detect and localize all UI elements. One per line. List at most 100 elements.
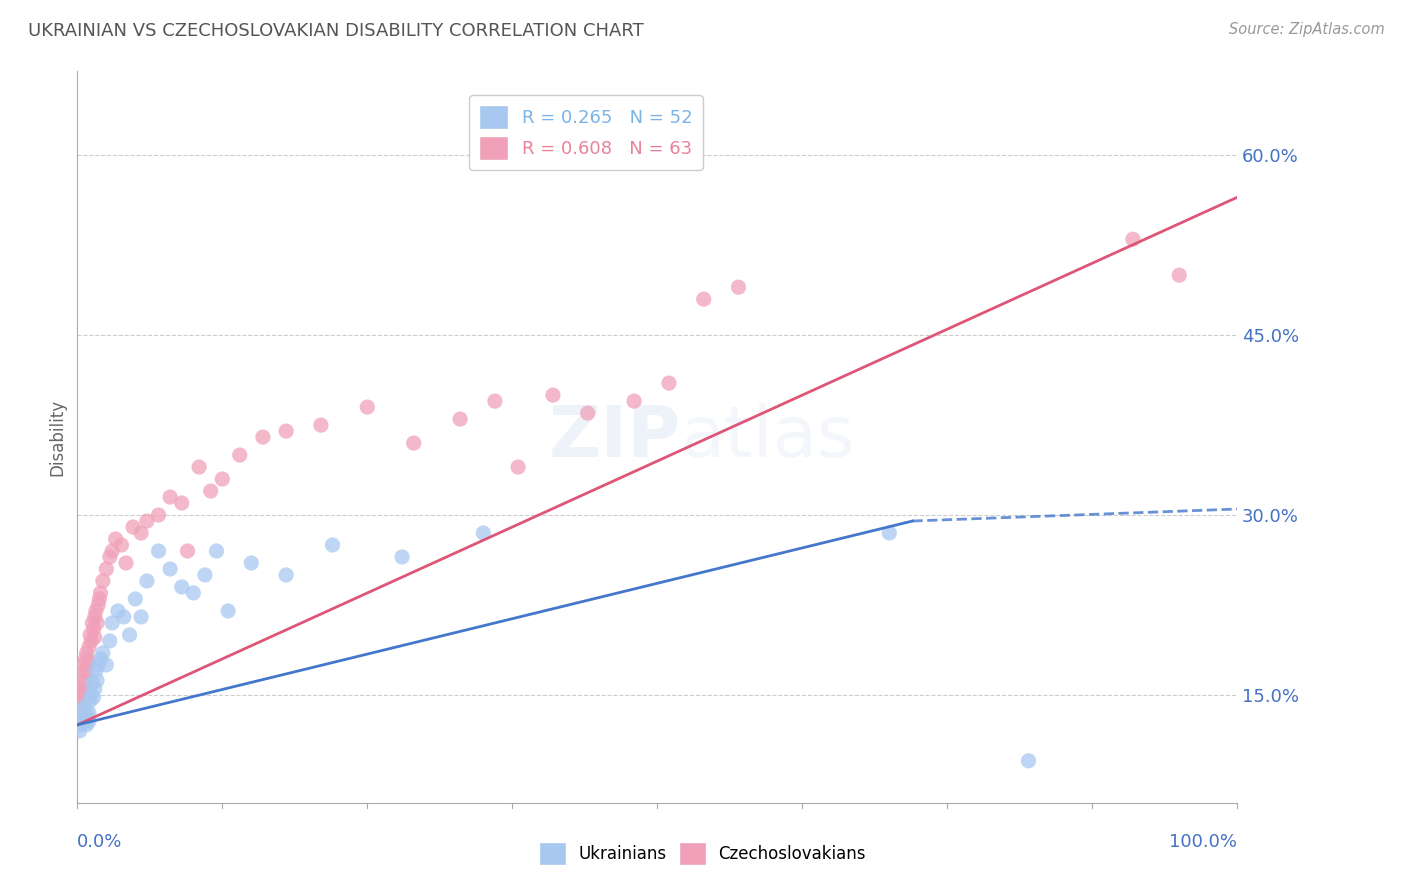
Point bbox=[217, 604, 239, 618]
Point bbox=[693, 292, 716, 306]
Point bbox=[1168, 268, 1191, 283]
Point bbox=[73, 699, 96, 714]
Point bbox=[104, 532, 127, 546]
Point bbox=[69, 681, 91, 696]
Point bbox=[72, 714, 94, 729]
Point bbox=[321, 538, 344, 552]
Point bbox=[194, 568, 217, 582]
Point bbox=[79, 694, 101, 708]
Point bbox=[135, 574, 157, 588]
Point bbox=[240, 556, 263, 570]
Point bbox=[80, 688, 103, 702]
Point bbox=[82, 676, 104, 690]
Legend: Ukrainians, Czechoslovakians: Ukrainians, Czechoslovakians bbox=[533, 837, 873, 871]
Point bbox=[77, 714, 100, 729]
Point bbox=[135, 514, 157, 528]
Point bbox=[176, 544, 198, 558]
Point bbox=[623, 394, 645, 409]
Point bbox=[101, 544, 124, 558]
Point bbox=[402, 436, 425, 450]
Point bbox=[69, 712, 91, 726]
Point bbox=[727, 280, 749, 294]
Text: Source: ZipAtlas.com: Source: ZipAtlas.com bbox=[1229, 22, 1385, 37]
Point bbox=[83, 622, 105, 636]
Point bbox=[76, 718, 98, 732]
Text: 0.0%: 0.0% bbox=[77, 833, 122, 851]
Point bbox=[79, 628, 101, 642]
Point bbox=[89, 591, 111, 606]
Point bbox=[877, 526, 901, 541]
Point bbox=[118, 628, 141, 642]
Point bbox=[69, 706, 91, 720]
Point bbox=[72, 712, 94, 726]
Point bbox=[110, 538, 132, 552]
Point bbox=[72, 688, 94, 702]
Point bbox=[98, 634, 121, 648]
Point bbox=[472, 526, 495, 541]
Point bbox=[391, 549, 413, 564]
Text: 100.0%: 100.0% bbox=[1170, 833, 1237, 851]
Point bbox=[83, 681, 105, 696]
Text: ZIP: ZIP bbox=[548, 402, 681, 472]
Point bbox=[70, 690, 93, 705]
Text: UKRAINIAN VS CZECHOSLOVAKIAN DISABILITY CORRELATION CHART: UKRAINIAN VS CZECHOSLOVAKIAN DISABILITY … bbox=[28, 22, 644, 40]
Point bbox=[170, 580, 193, 594]
Point bbox=[67, 718, 90, 732]
Point bbox=[87, 598, 110, 612]
Point bbox=[86, 673, 108, 688]
Point bbox=[69, 706, 91, 720]
Point bbox=[188, 460, 211, 475]
Point bbox=[72, 657, 94, 672]
Point bbox=[76, 646, 98, 660]
Point bbox=[77, 706, 100, 720]
Point bbox=[274, 568, 298, 582]
Text: atlas: atlas bbox=[681, 402, 855, 472]
Point bbox=[148, 544, 170, 558]
Point bbox=[98, 549, 121, 564]
Point bbox=[658, 376, 681, 391]
Point bbox=[76, 666, 98, 681]
Point bbox=[86, 615, 108, 630]
Point bbox=[83, 610, 105, 624]
Point bbox=[159, 562, 181, 576]
Point bbox=[159, 490, 181, 504]
Point bbox=[112, 610, 135, 624]
Point bbox=[96, 562, 118, 576]
Point bbox=[90, 586, 111, 600]
Legend: R = 0.265   N = 52, R = 0.608   N = 63: R = 0.265 N = 52, R = 0.608 N = 63 bbox=[470, 95, 703, 169]
Point bbox=[506, 460, 529, 475]
Point bbox=[484, 394, 506, 409]
Point bbox=[76, 657, 98, 672]
Point bbox=[69, 694, 91, 708]
Point bbox=[205, 544, 228, 558]
Point bbox=[76, 709, 98, 723]
Point bbox=[73, 673, 96, 688]
Point bbox=[309, 418, 332, 433]
Point bbox=[107, 604, 129, 618]
Point bbox=[84, 604, 107, 618]
Point bbox=[101, 615, 124, 630]
Point bbox=[69, 723, 91, 738]
Point bbox=[96, 657, 118, 672]
Point bbox=[70, 706, 93, 720]
Point bbox=[122, 520, 145, 534]
Point bbox=[75, 652, 97, 666]
Point bbox=[80, 634, 103, 648]
Point bbox=[84, 664, 107, 678]
Point bbox=[69, 712, 91, 726]
Point bbox=[211, 472, 233, 486]
Point bbox=[252, 430, 274, 444]
Point bbox=[69, 714, 91, 729]
Point bbox=[75, 714, 97, 729]
Point bbox=[1122, 232, 1144, 246]
Point bbox=[228, 448, 252, 462]
Y-axis label: Disability: Disability bbox=[48, 399, 66, 475]
Point bbox=[69, 718, 91, 732]
Point bbox=[77, 640, 100, 654]
Point bbox=[1018, 754, 1040, 768]
Point bbox=[91, 574, 114, 588]
Point bbox=[148, 508, 170, 522]
Point bbox=[83, 630, 105, 644]
Point bbox=[76, 712, 98, 726]
Point bbox=[70, 676, 93, 690]
